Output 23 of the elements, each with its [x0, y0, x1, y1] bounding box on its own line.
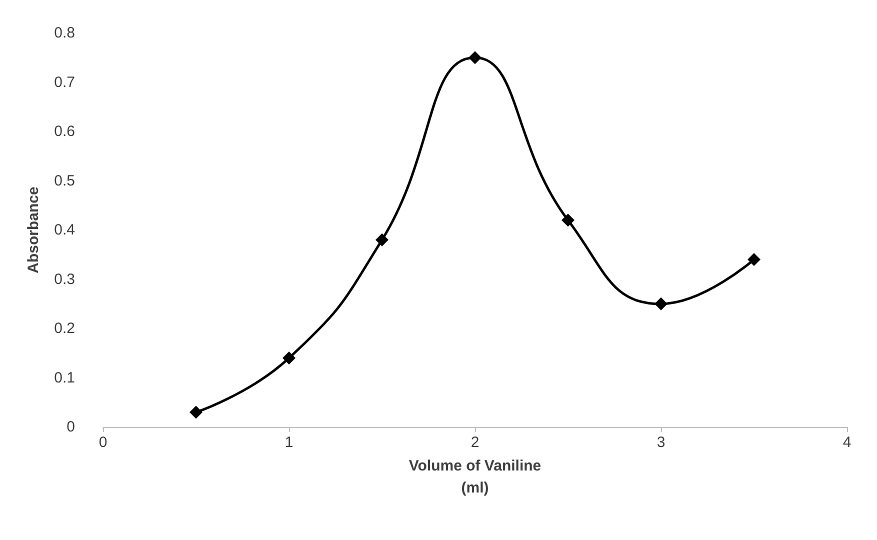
point [654, 297, 668, 310]
y-tick-label: 0.1 [54, 369, 75, 386]
point [468, 51, 482, 64]
y-tick-label: 0.2 [54, 320, 75, 337]
point [376, 233, 388, 246]
x-tick-label: 3 [656, 434, 666, 451]
x-tick-label: 2 [470, 434, 480, 451]
x-tick-label: 0 [98, 434, 108, 451]
x-axis-title: Volume of Vaniline (ml) [408, 458, 542, 496]
x-tick-label: 4 [842, 434, 852, 451]
y-axis-title: Absorbance [25, 186, 42, 274]
y-tick-label: 0 [66, 418, 75, 436]
y-tick-label: 0.5 [54, 172, 75, 190]
y-tick-label: 0.7 [54, 74, 75, 91]
point [282, 352, 296, 365]
y-tick-label: 0.3 [54, 270, 75, 288]
y-tick-label: 0.8 [54, 24, 75, 42]
point [190, 406, 202, 419]
y-tick-label: 0.6 [54, 123, 75, 140]
x-tick-label: 1 [284, 434, 294, 451]
y-tick-label: 0.4 [54, 222, 75, 238]
point [748, 253, 760, 266]
point [562, 214, 574, 227]
